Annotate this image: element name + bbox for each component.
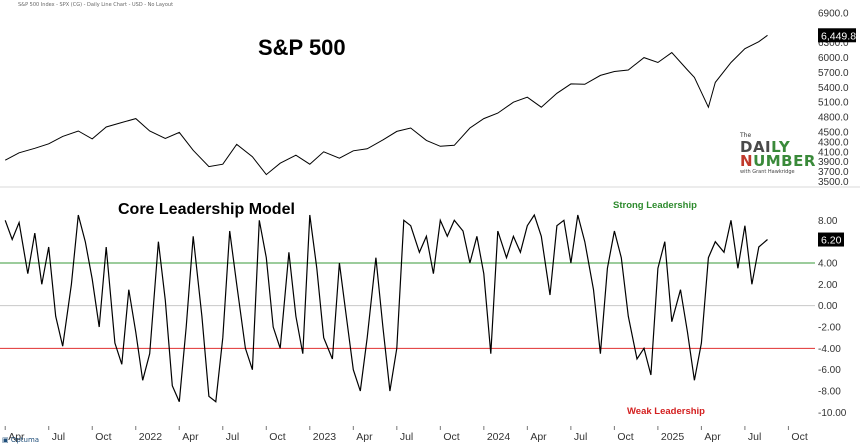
logo-with: with Grant Hawkridge [740,169,795,175]
sp500-y-tick-9: 4300.0 [818,137,849,148]
sp500-y-tick-13: 3500.0 [818,177,849,188]
x-tick-label-4: Apr [182,431,199,443]
sp500-y-tick-0: 6900.0 [818,8,849,19]
sp500-y-tick-8: 4500.0 [818,127,849,138]
leadership-y-tick-7: -6.00 [818,365,841,376]
x-tick-label-7: 2023 [313,431,337,443]
logo-daily-a: DAI [740,138,772,156]
sp500-price-line [4,34,768,176]
x-tick-label-16: Apr [704,431,721,443]
sp500-y-axis: 6900.06500.06300.06000.05700.05400.05100… [818,8,849,188]
weak-leadership-label: Weak Leadership [627,406,705,417]
sp500-last-value-box: 6,449.8 [818,28,856,43]
logo-daily-b: LY [771,138,791,156]
sp500-last-box-bg [818,28,856,43]
logo-number-b: UMBER [753,152,816,170]
leadership-y-tick-8: -8.00 [818,387,841,398]
x-tick-label-6: Oct [269,431,285,443]
sp500-last-box-text: 6,449.8 [821,30,856,42]
leadership-y-tick-5: -2.00 [818,323,841,334]
chart-header: S&P 500 Index - SPX (CG) - Daily Line Ch… [18,2,174,8]
leadership-y-tick-0: 8.00 [818,216,838,227]
logo-number: NUMBER [740,152,816,170]
sp500-y-tick-5: 5400.0 [818,83,849,94]
x-tick-label-17: Jul [748,431,761,443]
x-tick-label-10: Oct [443,431,459,443]
leadership-y-tick-3: 2.00 [818,280,838,291]
reference-lines [0,262,815,349]
leadership-last-value-box: 6.20 [818,232,844,247]
leadership-last-box-text: 6.20 [821,235,842,247]
x-tick-label-5: Jul [226,431,239,443]
sp500-y-tick-2: 6300.0 [818,38,849,49]
sp500-y-tick-3: 6000.0 [818,53,849,64]
optuma-brand: ▣ Optuma [2,436,40,444]
x-tick-label-8: Apr [356,431,373,443]
sp500-y-tick-6: 5100.0 [818,98,849,109]
logo-number-a: N [740,152,754,170]
leadership-line [4,213,768,403]
sp500-y-tick-10: 4100.0 [818,147,849,158]
x-tick-label-9: Jul [400,431,413,443]
leadership-y-tick-9: -10.00 [818,408,847,419]
x-tick-label-14: Oct [617,431,633,443]
x-tick-label-2: Oct [95,431,111,443]
x-tick-label-0: Apr [8,431,25,443]
brand-text: Optuma [10,436,40,444]
strong-leadership-label: Strong Leadership [613,200,697,211]
bottom-panel: Core Leadership Model Strong Leadership … [0,200,847,419]
sp500-y-tick-11: 3900.0 [818,157,849,168]
logo-the: The [740,132,752,139]
x-axis: Apr Jul Oct 2022 Apr Jul Oct 2023 Apr Jul Oct 2024 A… [4,426,808,443]
sp500-y-tick-12: 3700.0 [818,167,849,178]
leadership-y-tick-2: 4.00 [818,259,838,270]
x-tick-label-15: 2025 [661,431,685,443]
x-tick-label-3: 2022 [139,431,163,443]
sp500-y-tick-7: 4800.0 [818,113,849,124]
x-tick-label-12: Apr [530,431,547,443]
x-tick-label-11: 2024 [487,431,511,443]
core-leadership-title: Core Leadership Model [118,201,295,218]
daily-number-logo: The DAILY NUMBER with Grant Hawkridge [738,132,828,180]
x-tick-label-13: Jul [574,431,587,443]
sp500-y-tick-4: 5700.0 [818,68,849,79]
logo-daily: DAILY [740,138,790,156]
leadership-y-tick-6: -4.00 [818,344,841,355]
sp500-title: S&P 500 [258,35,346,60]
top-panel: S&P 500 6900.06500.06300.06000.05700.054… [4,8,856,188]
leadership-y-tick-4: 0.00 [818,301,838,312]
x-tick-label-1: Jul [52,431,65,443]
x-tick-label-18: Oct [791,431,807,443]
leadership-last-box-bg [818,232,844,247]
